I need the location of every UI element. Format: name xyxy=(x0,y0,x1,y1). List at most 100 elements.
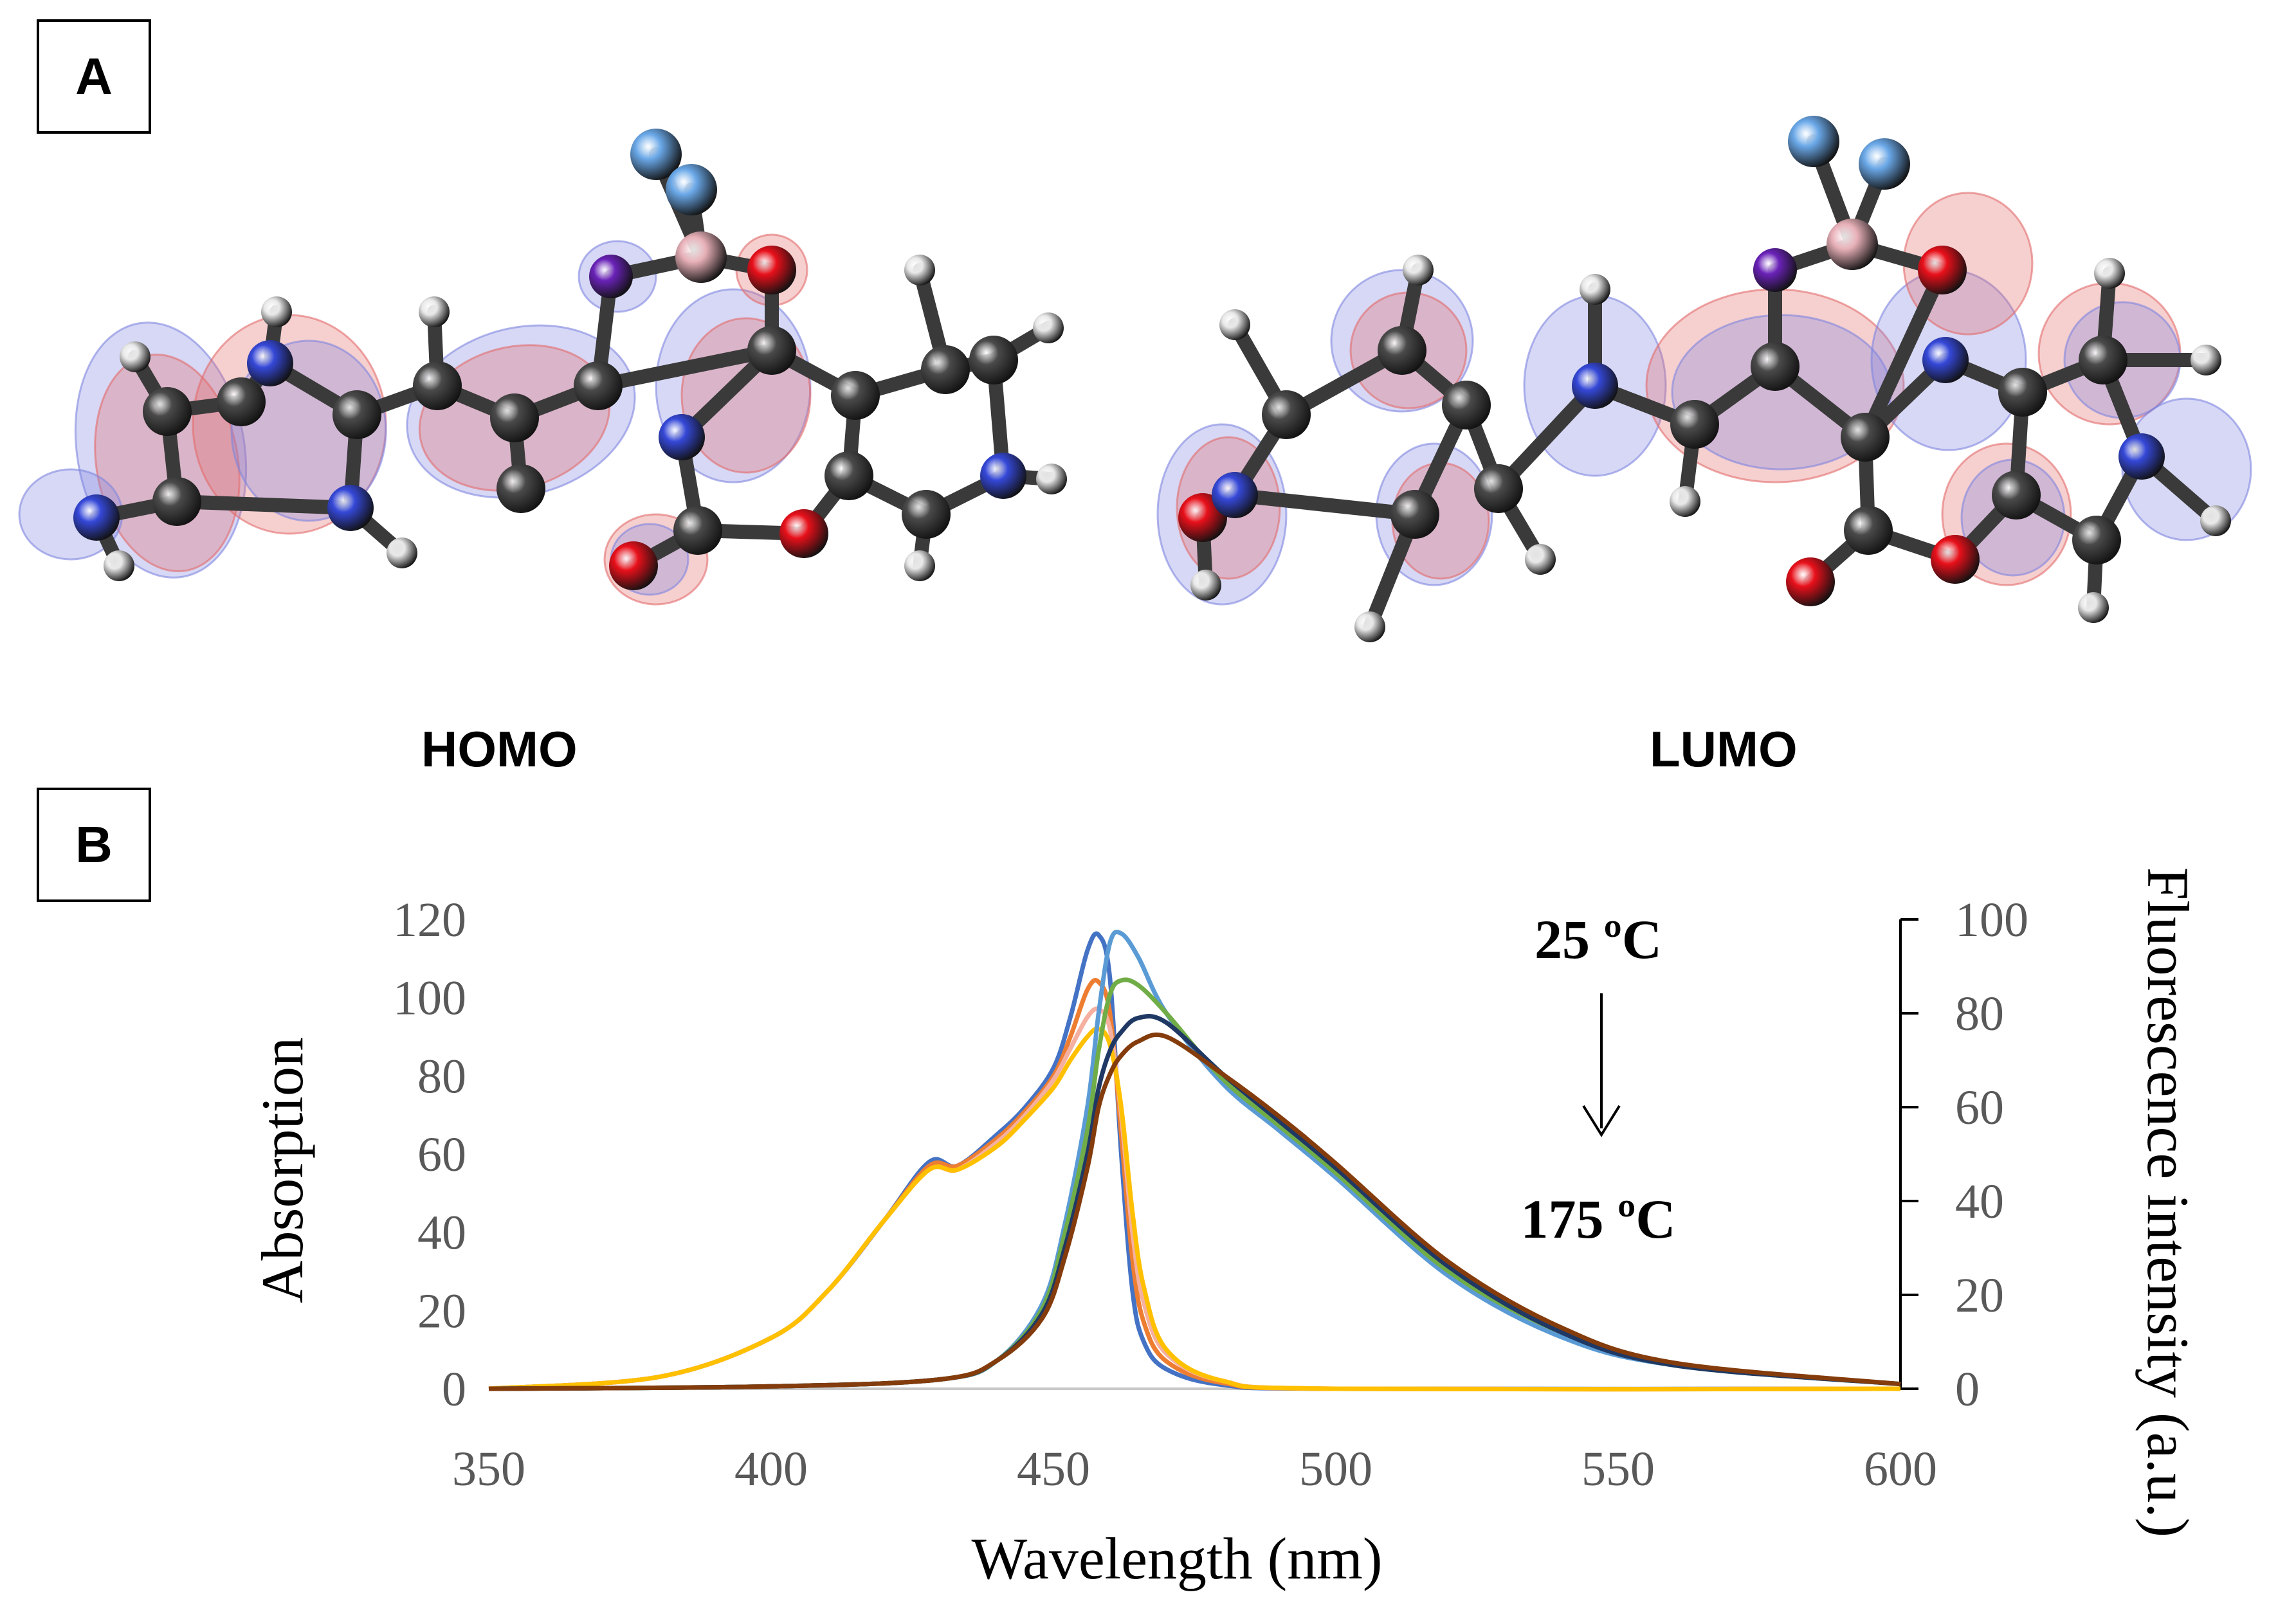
x-tick-label: 450 xyxy=(1017,1442,1090,1496)
atom xyxy=(327,485,374,531)
atom xyxy=(1219,309,1250,340)
atom xyxy=(2118,433,2165,480)
x-tick-label: 500 xyxy=(1299,1442,1372,1496)
atom xyxy=(1751,342,1799,391)
atom xyxy=(143,387,192,436)
fluorescence-series-line xyxy=(488,977,1901,1391)
x-tick-label: 350 xyxy=(452,1442,525,1496)
chart-axes: 350 400 450 500 550 600 0 20 40 60 80 100 120 0 20 40 60… xyxy=(393,893,2028,1496)
y-left-tick-label: 100 xyxy=(393,971,466,1025)
atom xyxy=(217,377,266,426)
atom xyxy=(1378,326,1426,375)
bond xyxy=(591,343,779,393)
y-left-tick-label: 0 xyxy=(442,1362,466,1416)
atom xyxy=(1841,413,1890,462)
atom xyxy=(1670,400,1719,449)
atom xyxy=(104,550,134,581)
atom xyxy=(2200,505,2231,536)
atom xyxy=(1403,255,1434,285)
atom xyxy=(1859,138,1910,190)
y-right-tick-label: 0 xyxy=(1955,1362,1980,1416)
atom xyxy=(1036,464,1067,494)
absorption-series-line xyxy=(488,931,1901,1391)
y-axis-left-label: Absorption xyxy=(250,1037,315,1303)
atom xyxy=(980,453,1026,499)
y-left-tick-label: 120 xyxy=(393,893,466,947)
atom xyxy=(675,231,727,283)
atom xyxy=(902,490,951,539)
atom xyxy=(497,464,545,513)
lumo-caption: LUMO xyxy=(1650,721,1798,777)
atom xyxy=(1786,557,1835,606)
spectra-chart: 350 400 450 500 550 600 0 20 40 60 80 100 120 0 20 40 60… xyxy=(250,867,2201,1591)
temperature-arrow-head xyxy=(1582,1105,1621,1137)
atom xyxy=(1525,544,1556,575)
fluorescence-series-line xyxy=(488,1032,1901,1391)
atom xyxy=(333,390,381,439)
atom xyxy=(1474,464,1523,513)
atom xyxy=(904,255,935,285)
atom xyxy=(2072,516,2121,565)
atom xyxy=(747,246,796,294)
x-tick-label: 600 xyxy=(1864,1442,1937,1496)
atom xyxy=(1212,472,1258,518)
y-right-tick-label: 40 xyxy=(1955,1175,2004,1229)
atom xyxy=(904,550,935,581)
atom xyxy=(779,509,828,558)
molecule-illustrations xyxy=(18,116,2252,642)
atom xyxy=(1753,248,1797,292)
atom xyxy=(419,296,450,327)
y-axis-right-label: Fluorescence intensity (a.u.) xyxy=(2135,867,2201,1537)
atom xyxy=(1844,506,1893,555)
atom xyxy=(630,129,682,180)
atom xyxy=(1992,471,2041,519)
atom xyxy=(490,393,539,442)
atom xyxy=(247,340,293,386)
y-left-tick-label: 80 xyxy=(417,1049,466,1103)
atom xyxy=(609,541,658,590)
y-left-tick-label: 60 xyxy=(417,1128,466,1182)
atom xyxy=(1354,611,1385,642)
atom xyxy=(387,538,417,568)
absorption-series-line xyxy=(488,1006,1901,1392)
homo-caption: HOMO xyxy=(421,721,578,777)
atom xyxy=(1788,116,1839,167)
atom xyxy=(1922,337,1969,383)
atom xyxy=(2094,258,2125,289)
atom xyxy=(413,361,462,410)
atom xyxy=(152,477,201,526)
absorption-series-line xyxy=(488,1026,1901,1392)
homo-molecule xyxy=(18,129,1067,606)
atom xyxy=(825,451,873,500)
atom xyxy=(1580,274,1610,305)
temperature-start-annotation: 25 ºC xyxy=(1535,908,1662,970)
atom xyxy=(1390,490,1439,539)
y-right-tick-label: 20 xyxy=(1955,1269,2004,1323)
y-left-tick-label: 40 xyxy=(417,1206,466,1260)
atom xyxy=(1827,219,1878,270)
fluorescence-series-line xyxy=(488,930,1901,1391)
lumo-molecule xyxy=(1156,116,2252,642)
atom xyxy=(73,494,120,541)
atom xyxy=(120,341,150,372)
absorption-series-line xyxy=(488,978,1901,1392)
bond xyxy=(1228,488,1422,521)
atom xyxy=(1998,368,2047,417)
y-right-tick-label: 60 xyxy=(1955,1081,2004,1135)
panel-label-b: B xyxy=(37,788,151,902)
atom xyxy=(1931,535,1980,584)
x-axis-label: Wavelength (nm) xyxy=(972,1526,1383,1591)
atom xyxy=(666,164,717,215)
fluorescence-series-line xyxy=(488,1014,1901,1391)
bond xyxy=(170,494,358,515)
atom xyxy=(1262,390,1311,439)
x-tick-label: 550 xyxy=(1581,1442,1655,1496)
temperature-end-annotation: 175 ºC xyxy=(1521,1188,1676,1250)
atom xyxy=(673,506,722,555)
bond xyxy=(1858,263,1949,444)
atom xyxy=(2191,345,2221,375)
atom xyxy=(969,336,1018,384)
atom xyxy=(1033,312,1064,343)
atom xyxy=(1442,381,1491,429)
